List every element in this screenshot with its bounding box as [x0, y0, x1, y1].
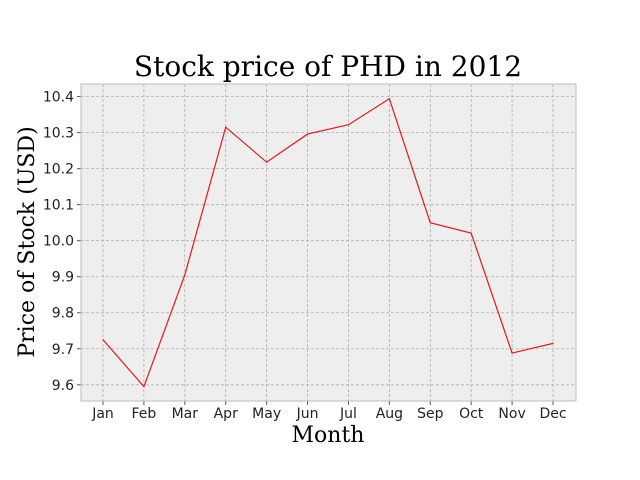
plot-frame: [80, 83, 577, 402]
data-point-sep: [429, 222, 431, 224]
data-point-may: [266, 161, 268, 163]
plot-area: [81, 84, 576, 401]
chart-title: Stock price of PHD in 2012: [134, 50, 522, 83]
x-tick-label: Oct: [459, 406, 484, 422]
y-tick-label: 10.2: [43, 162, 74, 178]
y-tick-label: 10.0: [43, 234, 74, 250]
y-tick-label: 9.8: [52, 306, 74, 322]
y-tick-label: 9.7: [52, 342, 74, 358]
x-tick-label: Jan: [91, 406, 114, 422]
x-tick-label: Mar: [172, 406, 199, 422]
data-point-oct: [470, 232, 472, 234]
x-axis-ticks: Jan Feb Mar Apr May Jun Jul Aug Sep Oct Nov Dec: [91, 401, 567, 422]
x-tick-label: Jun: [296, 406, 319, 422]
price-line: [102, 97, 554, 388]
y-tick-label: 10.1: [43, 198, 74, 214]
x-tick-label: Dec: [539, 406, 566, 422]
data-point-jul: [347, 124, 350, 126]
y-tick-label: 10.4: [43, 90, 74, 106]
x-tick-label: Jul: [339, 406, 357, 422]
grid-lines: [81, 84, 576, 401]
x-tick-label: Feb: [132, 406, 157, 422]
data-point-jan: [102, 339, 104, 341]
x-tick-label: Aug: [376, 406, 403, 422]
data-point-jun: [306, 133, 309, 135]
x-tick-label: Nov: [498, 406, 525, 422]
y-tick-label: 10.3: [43, 126, 74, 142]
data-point-nov: [511, 352, 513, 354]
x-axis-label: Month: [292, 423, 365, 448]
y-axis-label: Price of Stock (USD): [15, 126, 40, 357]
data-point-dec: [552, 342, 554, 344]
x-tick-label: Apr: [214, 406, 238, 422]
x-tick-label: Sep: [417, 406, 444, 422]
data-point-feb: [143, 385, 145, 388]
y-axis-ticks: 9.6 9.7 9.8 9.9 10.0 10.1 10.2 10.3 10.4: [43, 90, 81, 394]
y-tick-label: 9.9: [52, 270, 74, 286]
data-point-aug: [388, 98, 390, 100]
x-tick-label: May: [252, 406, 281, 422]
data-point-mar: [184, 274, 186, 276]
data-points: [102, 98, 554, 388]
data-point-apr: [225, 126, 227, 128]
y-tick-label: 9.6: [52, 378, 74, 394]
